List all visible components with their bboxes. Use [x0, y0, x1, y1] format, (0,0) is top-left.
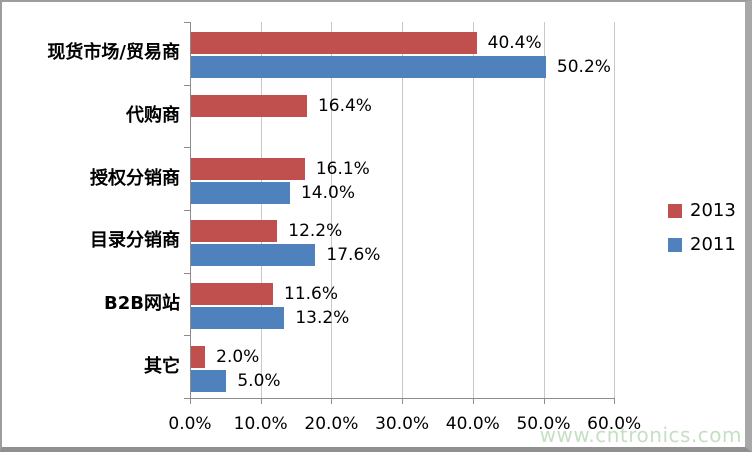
watermark: www.cntronics.com — [539, 423, 742, 447]
legend-swatch-2013 — [668, 204, 682, 218]
bar-2011 — [191, 244, 316, 267]
y-axis-tick — [184, 272, 190, 274]
value-label-2013: 16.4% — [317, 96, 372, 116]
x-axis-tick — [614, 398, 616, 404]
legend-item-2013: 2013 — [668, 200, 736, 222]
category-label: 授权分销商 — [90, 167, 180, 189]
x-axis-label: 50.0% — [516, 414, 571, 434]
gridline — [331, 22, 333, 398]
y-axis-tick — [184, 210, 190, 211]
y-axis-tick — [184, 147, 190, 149]
legend-item-2011: 2011 — [668, 234, 736, 256]
gridline — [260, 22, 262, 398]
value-label-2011: 50.2% — [556, 57, 611, 78]
category-label: 代购商 — [126, 105, 180, 126]
bar-2011 — [191, 56, 546, 79]
legend-label-2011: 2011 — [690, 234, 736, 255]
plot-area: 现货市场/贸易商代购商授权分销商目录分销商 B2B网站其它 40.4% 16.4% 16… — [2, 2, 745, 447]
value-label-2013: 40.4% — [487, 33, 542, 54]
x-axis-tick — [331, 398, 333, 404]
x-axis-tick — [472, 398, 474, 404]
bar-2011 — [191, 181, 290, 204]
x-axis-label: 60.0% — [587, 414, 642, 434]
value-label-2013: 16.1% — [315, 158, 370, 179]
x-axis-tick — [260, 398, 262, 404]
x-axis-tick — [402, 398, 404, 404]
y-axis-tick — [184, 335, 190, 337]
x-axis-label: 20.0% — [304, 414, 359, 434]
category-label: B2B网站 — [104, 293, 180, 314]
value-label-2011: 14.0% — [300, 182, 355, 203]
x-axis-tick — [543, 398, 545, 404]
y-axis-tick — [184, 22, 190, 23]
legend: 2013 2011 — [668, 200, 736, 268]
category-label: 其它 — [144, 355, 180, 377]
value-label-2013: 11.6% — [284, 284, 339, 304]
value-label-2011: 13.2% — [295, 308, 350, 328]
y-axis-tick — [184, 398, 190, 399]
value-label-2011: 5.0% — [237, 370, 281, 391]
bar-2013 — [191, 345, 206, 368]
x-axis-label: 40.0% — [445, 414, 500, 434]
gridline — [543, 22, 545, 398]
legend-label-2013: 2013 — [690, 200, 736, 221]
y-axis-tick — [184, 84, 190, 86]
bar-2013 — [191, 220, 278, 243]
legend-swatch-2011 — [668, 238, 682, 252]
value-label-2011: 17.6% — [326, 245, 381, 266]
bar-2011 — [191, 369, 227, 392]
bar-2011 — [191, 307, 285, 329]
category-label: 目录分销商 — [90, 230, 180, 252]
value-label-2013: 12.2% — [288, 221, 343, 242]
bar-2013 — [191, 283, 273, 305]
x-axis-label: 10.0% — [233, 414, 288, 434]
gridline — [614, 22, 616, 398]
gridline — [402, 22, 404, 398]
category-label: 现货市场/贸易商 — [47, 42, 180, 64]
bar-2013 — [191, 95, 307, 117]
x-axis-label: 0.0% — [168, 414, 212, 434]
bar-2013 — [191, 32, 477, 55]
x-axis-label: 30.0% — [375, 414, 430, 434]
x-axis-tick — [190, 398, 191, 404]
gridline — [472, 22, 474, 398]
y-axis-line — [190, 22, 191, 398]
bar-2013 — [191, 157, 305, 180]
value-label-2013: 2.0% — [216, 346, 260, 367]
